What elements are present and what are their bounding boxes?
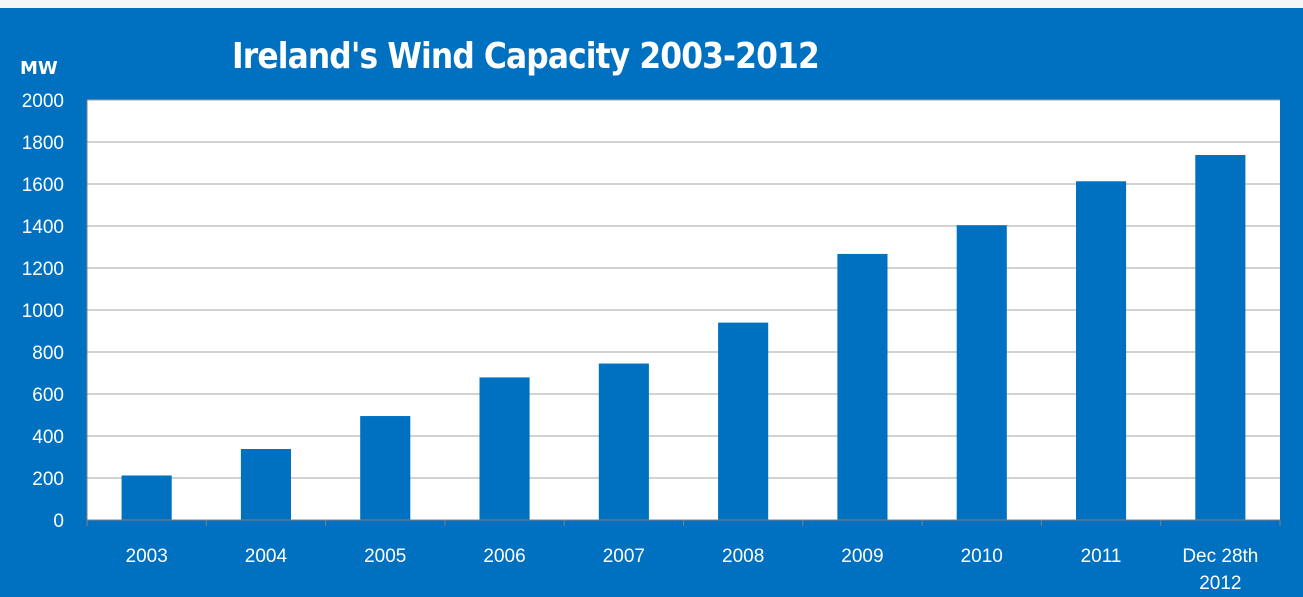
axes bbox=[86, 100, 1281, 526]
y-tick-label: 1400 bbox=[22, 217, 64, 238]
x-tick-label: 2009 bbox=[841, 546, 883, 567]
x-tick-label: 2011 bbox=[1081, 546, 1122, 567]
bar bbox=[240, 449, 292, 520]
bar bbox=[121, 475, 172, 520]
x-tick-label: 2012 bbox=[1199, 573, 1241, 594]
x-tick-label: Dec 28th bbox=[1182, 546, 1258, 567]
x-tick-label: 2010 bbox=[961, 546, 1003, 567]
x-tick-label: 2005 bbox=[364, 546, 406, 567]
y-tick-label: 1800 bbox=[22, 133, 64, 154]
bar bbox=[956, 225, 1007, 520]
bar bbox=[598, 363, 649, 520]
bar bbox=[718, 322, 769, 520]
y-tick-label: 0 bbox=[53, 511, 64, 532]
x-tick-label: 2008 bbox=[722, 546, 764, 567]
y-tick-label: 400 bbox=[32, 427, 64, 448]
bar bbox=[837, 253, 888, 520]
x-tick-label: 2007 bbox=[603, 546, 645, 567]
y-axis-unit-label: MW bbox=[20, 58, 58, 79]
bar bbox=[1075, 181, 1127, 520]
y-tick-label: 1000 bbox=[22, 301, 64, 322]
x-tick-label: 2003 bbox=[126, 546, 168, 567]
bars bbox=[121, 155, 1246, 520]
y-tick-label: 800 bbox=[32, 343, 64, 364]
x-tick-label: 2006 bbox=[483, 546, 525, 567]
y-tick-label: 200 bbox=[32, 469, 64, 490]
y-tick-label: 1200 bbox=[22, 259, 64, 280]
y-tick-label: 2000 bbox=[22, 91, 64, 112]
y-tick-label: 1600 bbox=[22, 175, 64, 196]
y-tick-label: 600 bbox=[32, 385, 64, 406]
x-tick-labels: 2003 2004 2005 2006 2007 2008 2009 2010 2011 Dec … bbox=[126, 546, 1259, 594]
chart-title: Ireland's Wind Capacity 2003-2012 bbox=[232, 36, 820, 77]
y-tick-labels: 0 200 400 600 800 1000 1200 1400 1600 1800 2000 bbox=[22, 91, 64, 532]
x-tick-label: 2004 bbox=[245, 546, 288, 567]
bar bbox=[479, 377, 530, 520]
bar bbox=[360, 416, 411, 520]
bar bbox=[1195, 155, 1246, 520]
